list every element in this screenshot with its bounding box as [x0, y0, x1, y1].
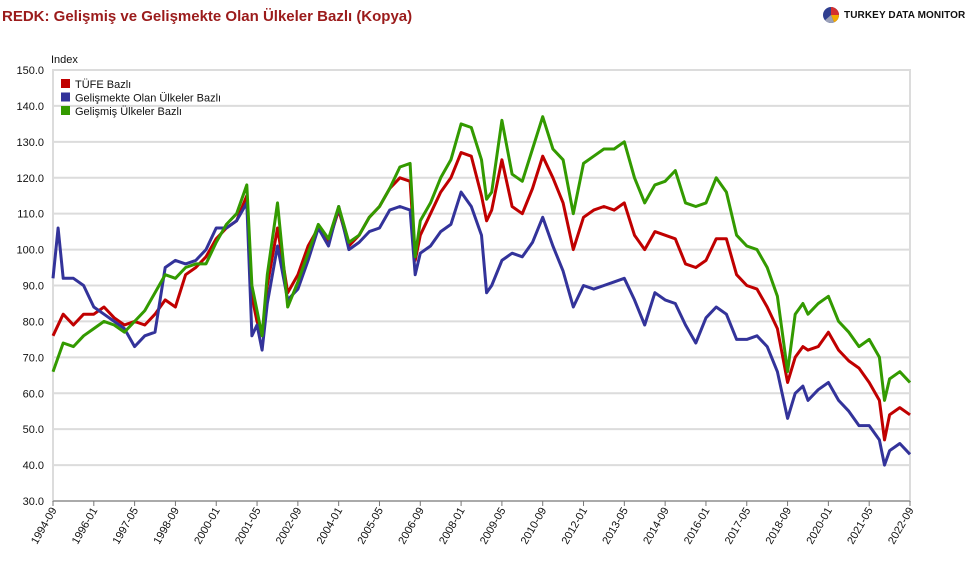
- y-tick-label: 130.0: [16, 137, 44, 149]
- x-tick-label: 2006-09: [396, 506, 427, 547]
- series-line-2: [51, 115, 912, 402]
- x-tick-label: 2008-01: [437, 506, 468, 547]
- x-tick-label: 2013-05: [600, 506, 631, 547]
- series-line-0: [51, 151, 911, 442]
- y-tick-label: 90.0: [23, 281, 44, 293]
- x-tick-label: 2001-05: [233, 506, 264, 547]
- y-tick-label: 150.0: [16, 65, 44, 77]
- legend-item-label: Gelişmiş Ülkeler Bazlı: [75, 106, 182, 118]
- grid: [52, 69, 911, 502]
- brand-name: TURKEY DATA MONITOR: [844, 9, 966, 21]
- series-lines: [51, 115, 912, 467]
- y-tick-label: 110.0: [17, 209, 44, 221]
- x-tick-label: 2017-05: [723, 506, 754, 547]
- y-tick-label: 70.0: [23, 352, 44, 364]
- y-axis-label: Index: [51, 54, 78, 66]
- x-tick-label: 2005-05: [355, 506, 386, 547]
- legend-swatch: [61, 106, 70, 115]
- x-tick-label: 1997-05: [111, 506, 142, 547]
- chart-title: REDK: Gelişmiş ve Gelişmekte Olan Ülkele…: [2, 8, 413, 25]
- y-tick-label: 40.0: [23, 460, 44, 472]
- x-tick-label: 1996-01: [70, 506, 101, 547]
- y-tick-label: 100.0: [16, 245, 44, 257]
- x-tick-label: 1998-09: [151, 506, 182, 547]
- legend-swatch: [61, 92, 70, 102]
- y-axis: 150.0 140.0 130.0 120.0 110.0 100.0 90.0 80.0 70…: [16, 65, 44, 508]
- x-tick-label: 2009-05: [478, 506, 509, 547]
- x-tick-label: 2022-09: [886, 506, 917, 547]
- y-tick-label: 120.0: [16, 173, 44, 185]
- y-tick-label: 30.0: [23, 496, 44, 508]
- x-tick-label: 2016-01: [682, 506, 713, 547]
- x-tick-label: 2020-01: [804, 506, 835, 547]
- x-tick-label: 1994-09: [29, 506, 60, 547]
- x-tick-label: 2004-01: [315, 506, 346, 547]
- y-tick-label: 50.0: [23, 424, 44, 436]
- y-tick-label: 80.0: [23, 316, 44, 328]
- y-tick-label: 60.0: [23, 388, 44, 400]
- x-tick-label: 2002-09: [274, 506, 305, 547]
- x-tick-label: 2010-09: [519, 506, 550, 547]
- y-tick-label: 140.0: [16, 101, 44, 113]
- legend: TÜFE Bazlı Gelişmekte Olan Ülkeler BazlıG…: [61, 79, 221, 118]
- x-tick-label: 2014-09: [641, 506, 672, 547]
- legend-item-label: Gelişmekte Olan Ülkeler Bazlı: [75, 93, 221, 105]
- x-tick-label: 2000-01: [192, 506, 223, 547]
- legend-swatch: [61, 79, 70, 88]
- series-line-1: [51, 190, 912, 467]
- x-tick-label: 2012-01: [560, 506, 591, 547]
- x-tick-label: 2021-05: [845, 506, 876, 547]
- x-axis: 1994-09 1996-01 1997-05 1998-09 2000-01 2001-…: [29, 500, 917, 547]
- legend-item-label: TÜFE Bazlı: [75, 79, 131, 91]
- x-tick-label: 2018-09: [764, 506, 795, 547]
- pie-logo-icon: [823, 7, 839, 23]
- brand-logo[interactable]: TURKEY DATA MONITOR: [822, 6, 965, 24]
